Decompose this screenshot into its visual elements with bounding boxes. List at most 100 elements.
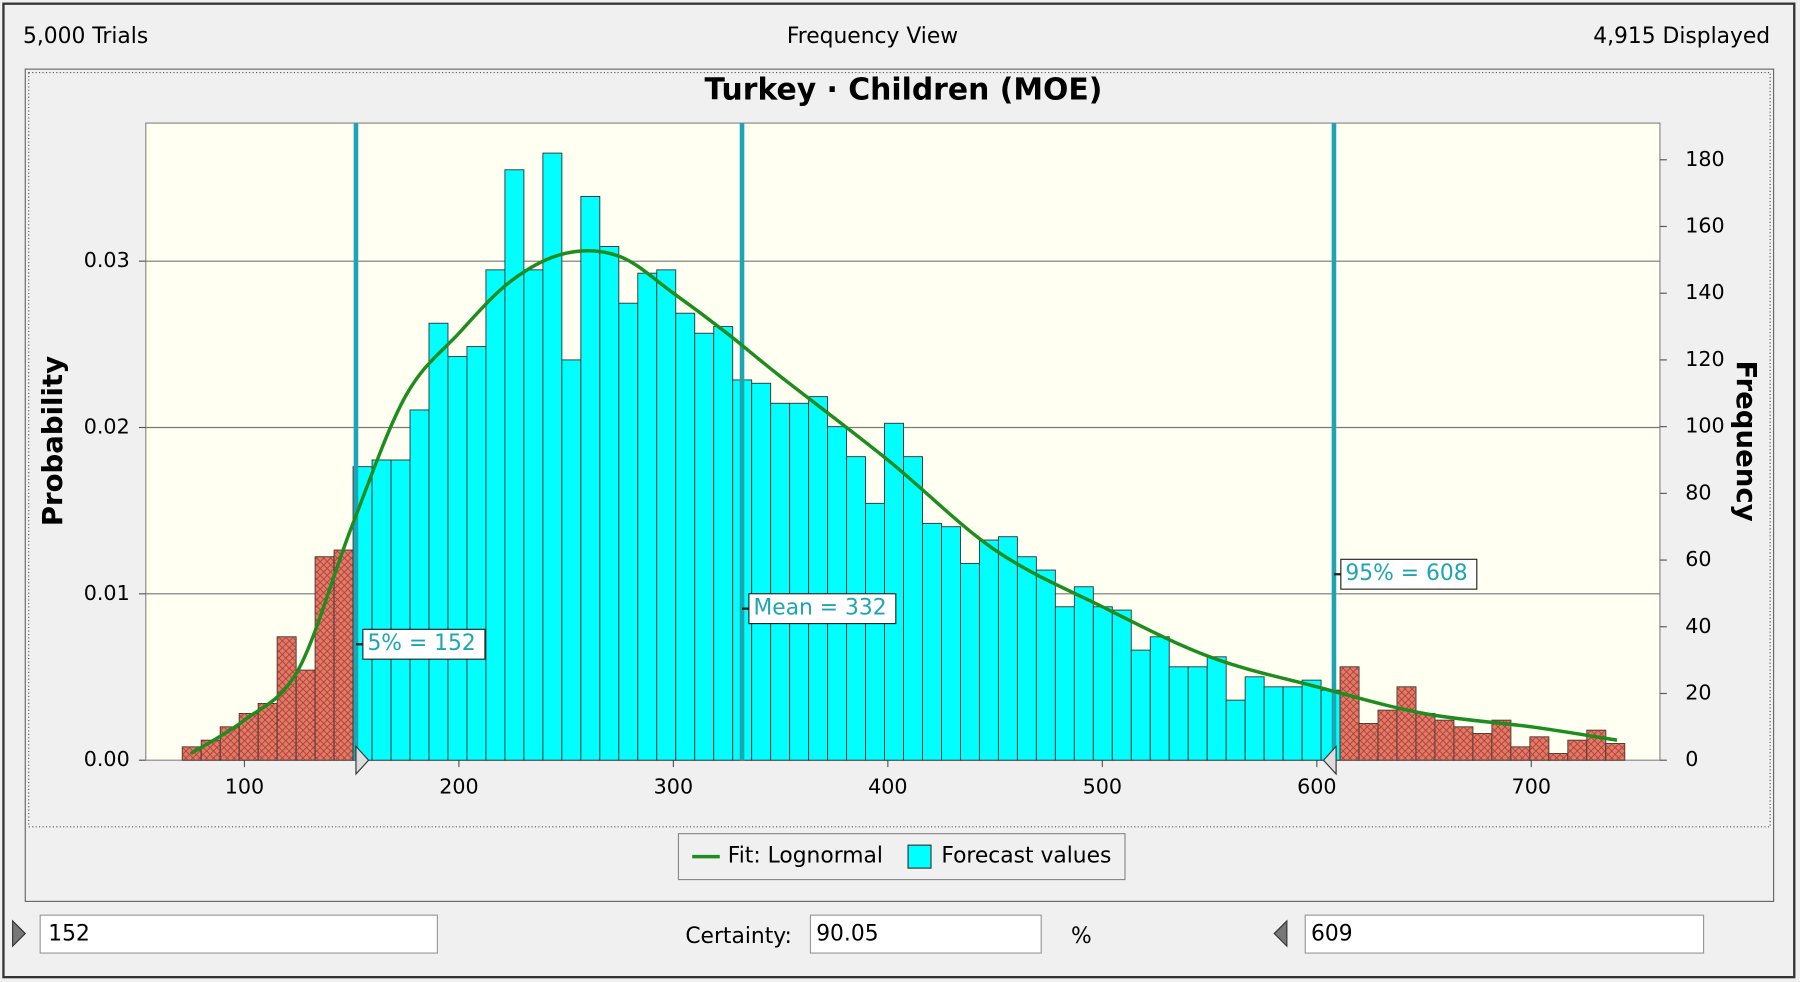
- x-tick-label: 200: [439, 775, 478, 799]
- marker-label: 5% = 152: [367, 631, 475, 656]
- x-tick-label: 600: [1297, 775, 1336, 799]
- tail-hatch: [1340, 666, 1360, 761]
- y-tick-label: 0.02: [84, 414, 130, 438]
- y-axis-title: Probability: [37, 356, 69, 526]
- y2-tick-label: 140: [1685, 280, 1724, 304]
- bar: [390, 459, 411, 761]
- upper-input[interactable]: [1304, 914, 1705, 954]
- tail-hatch: [1472, 733, 1492, 761]
- upper-input-value: 609: [1311, 922, 1353, 947]
- tail-hatch: [296, 670, 316, 761]
- tail-hatch: [315, 556, 335, 761]
- certainty-grabber[interactable]: [1322, 744, 1337, 776]
- bar: [1244, 676, 1265, 761]
- bar: [504, 169, 525, 761]
- bar: [1301, 679, 1322, 761]
- tail-hatch: [1510, 746, 1530, 761]
- bar: [618, 302, 639, 761]
- bar: [1168, 666, 1189, 761]
- x-tick-label: 500: [1083, 775, 1122, 799]
- tail-hatch: [1397, 686, 1416, 761]
- bar: [675, 312, 696, 761]
- y2-tick-label: 160: [1685, 213, 1724, 237]
- tail-hatch: [334, 550, 354, 761]
- y2-axis-title: Frequency: [1730, 360, 1762, 521]
- bar: [1092, 606, 1113, 761]
- bar: [580, 196, 601, 761]
- bar: [1035, 569, 1056, 761]
- y2-tick-label: 20: [1685, 680, 1711, 704]
- y2-tick-label: 40: [1685, 614, 1711, 638]
- percent-sign: %: [1071, 924, 1092, 949]
- bar: [447, 356, 468, 761]
- bar: [941, 526, 961, 761]
- bar: [865, 502, 885, 761]
- marker-label: Mean = 332: [753, 596, 886, 621]
- bar: [922, 522, 942, 761]
- upper-grabber-icon[interactable]: [1273, 919, 1288, 948]
- marker-label-box: [1340, 558, 1478, 590]
- x-tick-label: 400: [868, 775, 907, 799]
- chart-inner-border: [28, 71, 1771, 828]
- tail-hatch: [239, 713, 259, 761]
- bar: [1054, 606, 1075, 761]
- bar: [903, 456, 923, 761]
- bar: [1149, 636, 1170, 761]
- certainty-grabber[interactable]: [355, 744, 370, 776]
- y-tick-label: 0.00: [84, 747, 130, 771]
- bar: [1225, 699, 1246, 761]
- legend-fit-label: Fit: Lognormal: [728, 844, 883, 869]
- bar: [561, 359, 582, 761]
- bar: [1016, 556, 1037, 761]
- bar: [428, 322, 449, 761]
- bar: [770, 402, 791, 761]
- tail-hatch: [1605, 743, 1625, 761]
- marker-label-box: [362, 628, 486, 660]
- fit-curve: [189, 249, 1618, 755]
- tail-hatch: [258, 703, 278, 761]
- tail-hatch: [1415, 713, 1435, 761]
- bar: [751, 382, 772, 761]
- tail-hatch: [1567, 740, 1587, 761]
- plot-layer: 0.00 0.01 0.02 0.03 0 20 40 60 80 100 120 140 160 180…: [84, 123, 1725, 799]
- bar: [694, 332, 715, 761]
- bar: [978, 539, 999, 761]
- bar: [1263, 686, 1284, 761]
- certainty-input[interactable]: [809, 914, 1042, 954]
- tail-hatch: [1378, 710, 1398, 761]
- bar: [959, 562, 980, 761]
- lower-grabber-icon[interactable]: [12, 919, 27, 948]
- tail-hatch: [1359, 723, 1379, 761]
- y-tick-label: 0.01: [84, 581, 130, 605]
- y2-tick-label: 100: [1685, 414, 1724, 438]
- tail-hatch: [1434, 720, 1454, 761]
- x-tick-label: 300: [654, 775, 693, 799]
- displayed-count: 4,915 Displayed: [1593, 24, 1770, 49]
- y-tick-label: 0.03: [84, 248, 130, 272]
- y2-tick-label: 120: [1685, 347, 1724, 371]
- tail-hatch: [277, 636, 297, 761]
- bar: [1282, 686, 1303, 761]
- lower-input[interactable]: [39, 914, 438, 954]
- bar: [1187, 666, 1208, 761]
- tail-hatch: [1453, 726, 1473, 761]
- legend-items: Fit: Lognormal Forecast values: [692, 844, 1111, 869]
- tail-hatch: [1529, 736, 1549, 761]
- bar: [409, 409, 430, 761]
- bar: [1073, 586, 1094, 761]
- marker-label: 95% = 608: [1345, 561, 1467, 586]
- x-tick-label: 700: [1512, 775, 1551, 799]
- bar: [485, 269, 506, 761]
- bar: [637, 272, 658, 761]
- bar: [466, 346, 487, 761]
- bar: [656, 269, 677, 761]
- bar: [808, 396, 829, 761]
- bar: [789, 402, 810, 761]
- view-name[interactable]: Frequency View: [787, 24, 958, 49]
- y2-tick-label: 180: [1685, 147, 1724, 171]
- bar: [1111, 609, 1132, 761]
- tail-hatch: [1548, 753, 1568, 761]
- legend: [677, 833, 1126, 881]
- legend-bar-label: Forecast values: [941, 844, 1111, 869]
